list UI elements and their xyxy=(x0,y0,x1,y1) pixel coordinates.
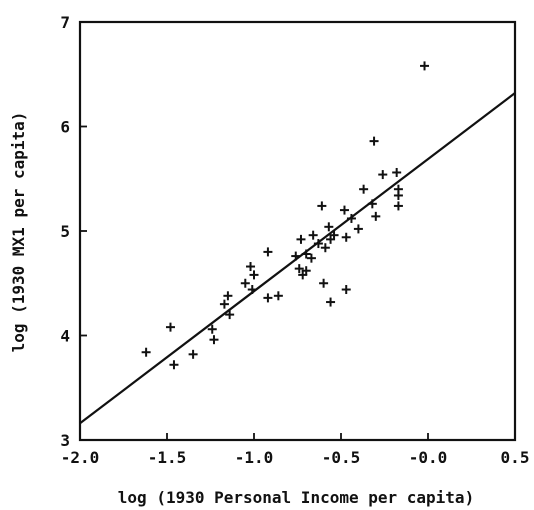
x-tick-label: -2.0 xyxy=(61,448,100,467)
data-point xyxy=(247,285,257,295)
x-tick-label: -1.0 xyxy=(235,448,274,467)
data-point xyxy=(246,262,256,272)
data-point xyxy=(369,136,379,146)
data-point xyxy=(341,232,351,242)
data-point xyxy=(392,167,402,177)
data-point xyxy=(207,324,217,334)
points-layer xyxy=(141,61,430,370)
data-point xyxy=(306,253,316,263)
data-point xyxy=(165,322,175,332)
y-axis-title: log (1930 MX1 per capita) xyxy=(9,112,28,353)
data-point xyxy=(319,278,329,288)
data-point xyxy=(317,201,327,211)
plot-frame xyxy=(78,20,517,442)
data-point xyxy=(378,170,388,180)
data-point xyxy=(273,291,283,301)
data-point xyxy=(291,251,301,261)
x-tick-label: -0.5 xyxy=(322,448,361,467)
x-axis-title: log (1930 Personal Income per capita) xyxy=(118,488,474,507)
x-tick-label: 0.5 xyxy=(501,448,530,467)
data-point xyxy=(209,335,219,345)
y-tick-label: 7 xyxy=(60,13,70,32)
data-point xyxy=(301,266,311,276)
data-point xyxy=(367,199,377,209)
data-point xyxy=(263,293,273,303)
data-point xyxy=(346,213,356,223)
y-tick-label: 4 xyxy=(60,327,70,346)
ticks-layer: -2.0 -1.5 -1.0 -0.5 -0.0 0.5 3 4 5 6 7 xyxy=(60,13,529,467)
data-point xyxy=(225,310,235,320)
data-point xyxy=(263,247,273,257)
data-point xyxy=(223,291,233,301)
data-point xyxy=(339,205,349,215)
y-tick-label: 5 xyxy=(60,222,70,241)
regression-line xyxy=(79,92,516,425)
data-point xyxy=(324,222,334,232)
y-tick-label: 3 xyxy=(60,431,70,450)
data-point xyxy=(353,224,363,234)
data-point xyxy=(393,201,403,211)
y-tick-label: 6 xyxy=(60,118,70,137)
data-point xyxy=(249,270,259,280)
plot-area xyxy=(78,20,517,442)
x-tick-label: -1.5 xyxy=(148,448,187,467)
data-point xyxy=(219,299,229,309)
data-point xyxy=(359,184,369,194)
x-tick-label: -0.0 xyxy=(409,448,448,467)
data-point xyxy=(320,243,330,253)
data-point xyxy=(393,190,403,200)
data-point xyxy=(188,349,198,359)
data-point xyxy=(240,278,250,288)
data-point xyxy=(141,347,151,357)
data-point xyxy=(341,285,351,295)
data-point xyxy=(329,230,339,240)
data-point xyxy=(308,230,318,240)
data-point xyxy=(294,264,304,274)
data-point xyxy=(326,297,336,307)
data-point xyxy=(313,239,323,249)
data-point xyxy=(420,61,430,71)
data-point xyxy=(301,249,311,259)
data-point xyxy=(169,360,179,370)
data-point xyxy=(371,211,381,221)
data-point xyxy=(296,234,306,244)
